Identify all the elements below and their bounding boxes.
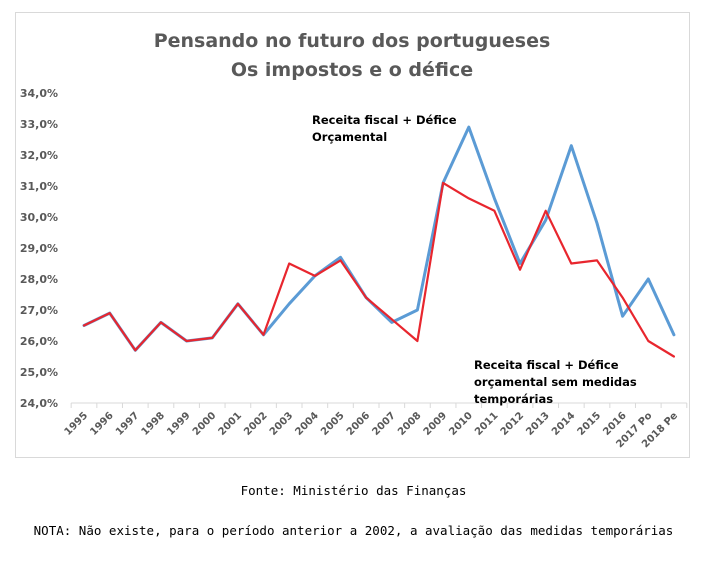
chart-frame	[15, 12, 690, 458]
x-tick-label: 2009	[422, 410, 449, 437]
x-tick-label: 2015	[576, 410, 603, 437]
x-tick-label: 2001	[217, 410, 244, 437]
x-tick-label: 1995	[63, 410, 90, 437]
annotation-series-2: Receita fiscal + Défice orçamental sem me…	[474, 358, 637, 406]
annotation-line: Receita fiscal + Défice	[312, 113, 457, 127]
x-tick-label: 2011	[473, 410, 500, 437]
annotation-line: orçamental sem medidas	[474, 375, 637, 389]
y-tick-label: 24,0%	[20, 397, 58, 410]
x-tick-label: 1999	[165, 410, 192, 437]
x-tick-label: 2002	[242, 410, 269, 437]
y-tick-label: 25,0%	[20, 366, 58, 379]
source-text: Fonte: Ministério das Finanças	[240, 483, 467, 498]
x-tick-label: 2013	[524, 410, 551, 437]
x-axis: 1995199619971998199920002001200220032004…	[63, 402, 688, 450]
x-tick-label: 2005	[319, 410, 346, 437]
x-tick-label: 2007	[370, 410, 397, 437]
series-line-1	[82, 125, 676, 352]
x-tick-label: 2012	[499, 410, 526, 437]
annotation-line: Receita fiscal + Défice	[474, 358, 619, 372]
y-tick-label: 31,0%	[20, 180, 58, 193]
x-tick-label: 2004	[294, 410, 321, 437]
series-layer	[82, 125, 676, 358]
y-tick-label: 28,0%	[20, 273, 58, 286]
y-tick-label: 26,0%	[20, 335, 58, 348]
chart-title-line-2: Os impostos e o défice	[231, 59, 473, 81]
y-tick-label: 32,0%	[20, 149, 58, 162]
y-axis: 24,0% 25,0% 26,0% 27,0% 28,0% 29,0% 30,0% 31,0%…	[20, 87, 58, 410]
note-text: NOTA: Não existe, para o período anterio…	[33, 523, 674, 538]
annotation-line: temporárias	[474, 392, 553, 406]
x-tick-label: 2000	[191, 410, 218, 437]
series-line-2	[82, 181, 676, 358]
y-tick-label: 29,0%	[20, 242, 58, 255]
x-tick-label: 1998	[140, 410, 167, 437]
x-tick-label: 1996	[88, 410, 115, 437]
x-tick-label: 2010	[447, 410, 474, 437]
y-tick-label: 30,0%	[20, 211, 58, 224]
y-tick-label: 33,0%	[20, 118, 58, 131]
x-tick-label: 2006	[345, 410, 372, 437]
x-tick-label: 2014	[550, 410, 577, 437]
y-tick-label: 27,0%	[20, 304, 58, 317]
annotation-series-1: Receita fiscal + Défice Orçamental	[312, 113, 457, 144]
chart-title-line-1: Pensando no futuro dos portugueses	[154, 30, 551, 52]
x-tick-label: 2008	[396, 410, 423, 437]
x-tick-label: 1997	[114, 410, 141, 437]
annotation-line: Orçamental	[312, 130, 387, 144]
y-tick-label: 34,0%	[20, 87, 58, 100]
x-tick-label: 2003	[268, 410, 295, 437]
